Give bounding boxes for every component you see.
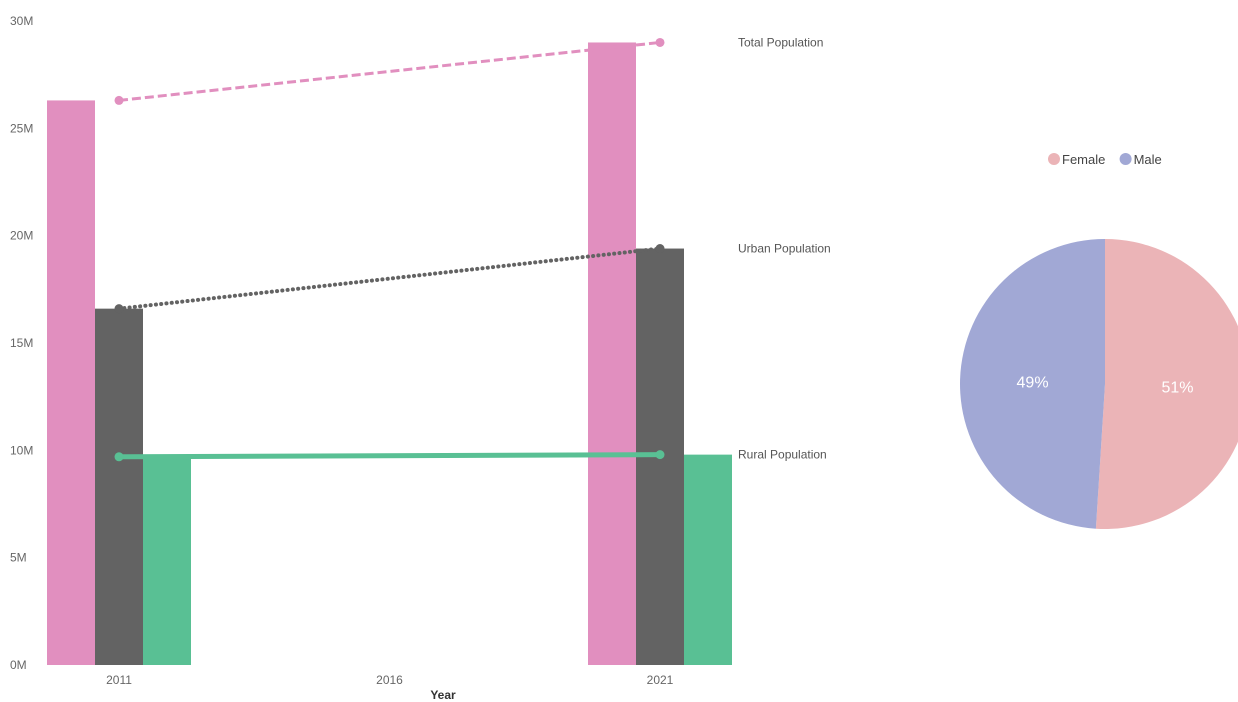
bar-total-population-2011[interactable] bbox=[47, 100, 95, 666]
y-tick-label: 10M bbox=[10, 443, 33, 457]
legend-label-female: Female bbox=[1062, 152, 1105, 167]
y-tick-label: 20M bbox=[10, 229, 33, 243]
pie-label-female: 51% bbox=[1161, 379, 1193, 396]
legend-swatch-male bbox=[1119, 153, 1132, 165]
line-total-population bbox=[118, 40, 661, 102]
bar-rural-population-2011[interactable] bbox=[143, 456, 191, 665]
series-label-rural-population: Rural Population bbox=[738, 448, 827, 462]
trend-lines bbox=[114, 37, 665, 462]
x-tick-label: 2021 bbox=[647, 673, 674, 687]
line-point[interactable] bbox=[114, 95, 124, 105]
bar-urban-population-2011[interactable] bbox=[95, 308, 143, 665]
pie-label-male: 49% bbox=[1017, 375, 1049, 392]
bar-total-population-2021[interactable] bbox=[588, 42, 636, 665]
legend-swatch-female bbox=[1048, 153, 1060, 165]
pie-legend: Female Male bbox=[1048, 152, 1162, 167]
legend-label-male: Male bbox=[1134, 152, 1162, 167]
line-rural-population bbox=[118, 452, 661, 460]
series-label-total-population: Total Population bbox=[738, 35, 823, 49]
y-tick-label: 30M bbox=[10, 14, 33, 28]
x-tick-label: 2011 bbox=[106, 673, 132, 687]
y-axis: 0M 5M 10M 15M 20M 25M 30M bbox=[10, 14, 33, 672]
line-point[interactable] bbox=[655, 244, 665, 254]
pie-slice-female[interactable] bbox=[1095, 239, 1238, 529]
line-point[interactable] bbox=[655, 450, 665, 460]
line-point[interactable] bbox=[655, 37, 665, 47]
series-label-urban-population: Urban Population bbox=[738, 242, 831, 256]
line-point[interactable] bbox=[114, 452, 124, 462]
pie-slice-male[interactable] bbox=[960, 239, 1105, 529]
x-axis: 2011 2016 2021 bbox=[106, 673, 674, 687]
x-axis-title: Year bbox=[430, 688, 456, 702]
series-labels: Total Population Urban Population Rural Po… bbox=[738, 35, 831, 461]
x-tick-label: 2016 bbox=[376, 673, 403, 687]
bar-rural-population-2021[interactable] bbox=[684, 454, 732, 665]
gender-pie-chart: 51% 49% bbox=[960, 239, 1238, 529]
y-tick-label: 5M bbox=[10, 551, 27, 565]
line-urban-population bbox=[117, 246, 662, 311]
y-tick-label: 15M bbox=[10, 336, 33, 350]
y-tick-label: 25M bbox=[10, 121, 33, 135]
bar-series bbox=[47, 42, 732, 666]
y-tick-label: 0M bbox=[10, 658, 27, 672]
line-point[interactable] bbox=[114, 304, 124, 314]
